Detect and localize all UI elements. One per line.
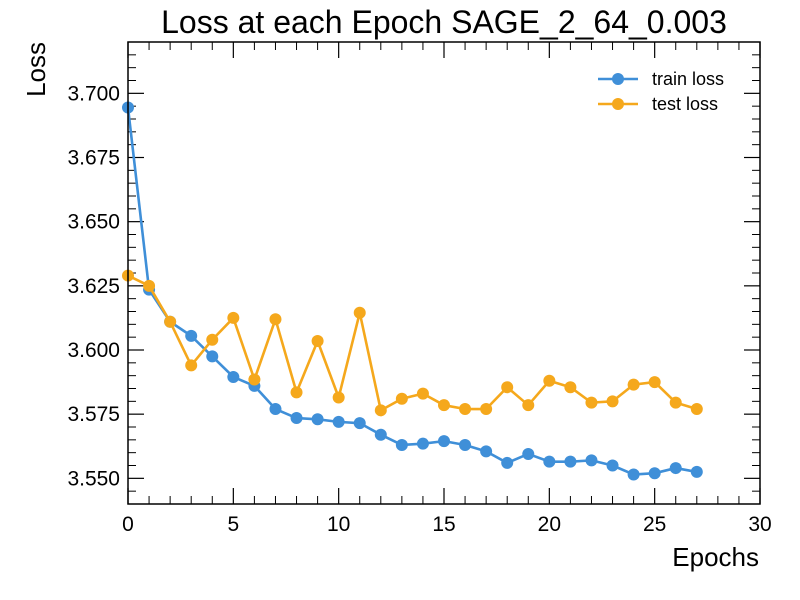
data-point — [459, 438, 472, 451]
data-point — [564, 381, 577, 394]
data-point — [416, 437, 429, 450]
data-point — [648, 467, 661, 480]
data-point — [543, 455, 556, 468]
data-point — [438, 435, 450, 448]
data-point — [543, 374, 556, 387]
x-tick-label: 0 — [122, 513, 134, 536]
data-point — [438, 399, 450, 412]
data-point — [353, 417, 366, 430]
y-axis-label: Loss — [21, 42, 51, 97]
data-point — [269, 403, 282, 416]
tick-labels: 0 5 10 15 20 25 30 3.550 3.575 3.600 3.625 3.650 3.6… — [67, 82, 771, 536]
legend-item: train loss — [598, 69, 724, 89]
data-point — [669, 396, 682, 409]
data-point — [290, 412, 303, 425]
series-train-loss — [122, 101, 703, 481]
data-point — [501, 456, 514, 469]
series-layer — [122, 101, 703, 481]
data-point — [627, 378, 640, 391]
data-point — [690, 403, 703, 416]
x-tick-label: 5 — [227, 513, 239, 536]
x-tick-label: 10 — [327, 513, 350, 536]
data-point — [480, 445, 493, 458]
legend-marker — [612, 98, 624, 110]
data-point — [606, 395, 619, 408]
y-tick-label: 3.675 — [67, 147, 120, 170]
series-line — [126, 107, 698, 476]
data-point — [374, 428, 387, 441]
data-point — [606, 459, 619, 472]
legend-marker — [612, 73, 624, 85]
data-point — [501, 381, 514, 394]
data-point — [564, 455, 577, 468]
data-point — [185, 329, 198, 342]
y-tick-label: 3.625 — [67, 275, 120, 298]
data-point — [269, 313, 282, 326]
data-point — [522, 447, 535, 460]
data-point — [669, 462, 682, 475]
y-tick-label: 3.600 — [67, 339, 120, 362]
legend-label: test loss — [652, 94, 718, 114]
data-point — [311, 335, 324, 348]
data-point — [395, 438, 408, 451]
series-line — [127, 274, 698, 412]
chart-title: Loss at each Epoch SAGE_2_64_0.003 — [161, 4, 727, 40]
x-tick-label: 30 — [748, 513, 771, 536]
data-point — [374, 404, 387, 417]
data-point — [353, 306, 366, 319]
data-point — [480, 403, 493, 416]
data-point — [311, 413, 324, 426]
data-point — [290, 386, 303, 399]
data-point — [164, 315, 177, 328]
data-point — [332, 391, 345, 404]
y-tick-label: 3.550 — [67, 467, 120, 490]
data-point — [459, 403, 472, 416]
series-test-loss — [122, 269, 703, 417]
data-point — [248, 373, 261, 386]
data-point — [206, 350, 219, 363]
legend-label: train loss — [652, 69, 724, 89]
y-tick-label: 3.575 — [67, 403, 120, 426]
data-point — [395, 392, 408, 405]
data-point — [648, 376, 661, 389]
legend: train loss test loss — [598, 69, 724, 114]
data-point — [143, 279, 156, 292]
x-tick-label: 20 — [538, 513, 561, 536]
legend-item: test loss — [598, 94, 718, 114]
y-tick-label: 3.650 — [67, 211, 120, 234]
data-point — [332, 415, 345, 428]
y-tick-label: 3.700 — [67, 82, 120, 105]
data-point — [690, 465, 703, 478]
x-axis-label: Epochs — [672, 542, 759, 572]
data-point — [185, 359, 198, 372]
data-point — [206, 333, 219, 346]
data-point — [416, 387, 429, 400]
plot-frame — [127, 41, 761, 505]
data-point — [522, 399, 535, 412]
data-point — [585, 396, 598, 409]
x-tick-label: 15 — [432, 513, 455, 536]
x-tick-label: 25 — [643, 513, 666, 536]
data-point — [585, 454, 598, 467]
data-point — [227, 311, 240, 324]
data-point — [227, 370, 240, 383]
data-point — [627, 468, 640, 481]
